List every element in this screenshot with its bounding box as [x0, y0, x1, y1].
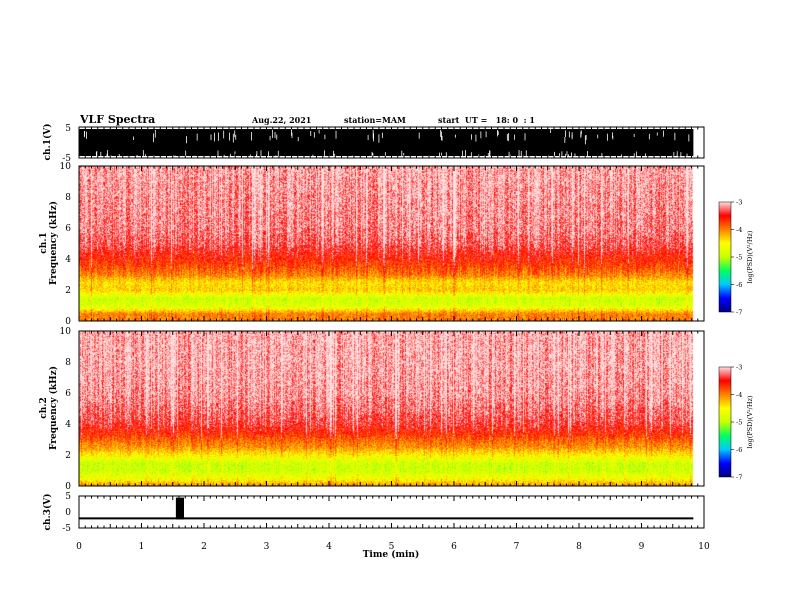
ch2-spectrogram-ticks	[78, 331, 705, 486]
colorbar-tick-label: -6	[736, 446, 742, 454]
x-tick-label: 7	[514, 542, 520, 552]
colorbar-ch1-ticks: -3 -4 -5 -6 -7	[731, 199, 742, 317]
ch1-freq-tick-label: 4	[65, 255, 71, 265]
ch3-signal-panel: 5 0 -5 ch.3(V)	[42, 492, 705, 534]
colorbar-tick-label: -6	[736, 281, 742, 289]
ch2-freq-tick-label: 8	[65, 358, 71, 368]
x-axis-tick-labels: 0 1 2 3 4 5 6 7 8 9 10	[76, 542, 710, 552]
figure-date: Aug.22, 2021	[251, 115, 311, 125]
colorbar-ch2-gradient	[718, 366, 732, 478]
figure-start-time: start UT = 18: 0 : 1	[438, 115, 535, 125]
x-tick-label: 8	[576, 542, 582, 552]
colorbar-tick-label: -5	[736, 419, 742, 427]
ch3-ylabel: ch.3(V)	[42, 494, 53, 531]
ch2-spectrogram-freq-label: Frequency (kHz)	[48, 366, 59, 450]
colorbar-ch2: -3 -4 -5 -6 -7 log(PSD)(V²/Hz)	[718, 364, 754, 482]
figure-title: VLF Spectra	[79, 113, 155, 126]
ch1-freq-tick-label: 0	[65, 317, 71, 327]
ch1-freq-tick-label: 6	[65, 224, 71, 234]
ch1-freq-tick-label: 8	[65, 193, 71, 203]
ch3-axis-ticks	[78, 496, 705, 528]
ch2-freq-tick-label: 0	[65, 482, 71, 492]
colorbar-ch1-gradient	[718, 201, 732, 313]
x-tick-label: 6	[451, 542, 457, 552]
ch1-axis-ticks	[78, 127, 705, 158]
ch1-ylabel: ch.1(V)	[42, 124, 53, 161]
ch3-ytick-label: 0	[65, 508, 71, 518]
ch1-waveform-panel: 5 -5 ch.1(V)	[42, 124, 705, 164]
x-axis-label: Time (min)	[363, 549, 420, 560]
ch1-spectrogram-channel-label: ch.1	[39, 232, 49, 253]
colorbar-ch2-label: log(PSD)(V²/Hz)	[746, 395, 754, 448]
colorbar-tick-label: -5	[736, 254, 742, 262]
colorbar-tick-label: -4	[736, 226, 742, 234]
ch1-spectrogram-image	[79, 166, 704, 321]
x-tick-label: 10	[698, 542, 710, 552]
ch3-pulse	[175, 497, 184, 520]
ch1-waveform-trace	[79, 129, 694, 156]
colorbar-tick-label: -4	[736, 391, 742, 399]
colorbar-tick-label: -3	[736, 364, 742, 372]
ch1-waveform-fill	[79, 129, 694, 156]
ch1-spectrogram-panel: 0 2 4 6 8 10 ch.1 Frequency (kHz)	[39, 162, 705, 327]
ch1-freq-tick-label: 2	[65, 286, 71, 296]
ch1-spectrogram-ticks	[78, 166, 705, 321]
x-tick-label: 3	[264, 542, 270, 552]
ch2-spectrogram-panel: 0 2 4 6 8 10 ch.2 Frequency (kHz)	[39, 327, 705, 492]
x-tick-label: 5	[389, 542, 395, 552]
ch2-freq-tick-label: 2	[65, 451, 71, 461]
ch3-ytick-label: 5	[65, 492, 71, 502]
ch1-ytick-label: -5	[62, 154, 71, 164]
colorbar-tick-label: -7	[736, 309, 742, 317]
x-tick-label: 9	[639, 542, 645, 552]
ch3-ytick-label: -5	[62, 524, 71, 534]
x-tick-label: 4	[326, 542, 332, 552]
ch2-freq-tick-label: 4	[65, 420, 71, 430]
colorbar-tick-label: -7	[736, 474, 742, 482]
ch1-spectrogram-freq-label: Frequency (kHz)	[48, 201, 59, 285]
x-tick-label: 0	[76, 542, 82, 552]
colorbar-ch2-ticks: -3 -4 -5 -6 -7	[731, 364, 742, 482]
colorbar-ch1: -3 -4 -5 -6 -7 log(PSD)(V²/Hz)	[718, 199, 754, 317]
x-tick-label: 1	[139, 542, 145, 552]
colorbar-ch1-label: log(PSD)(V²/Hz)	[746, 230, 754, 283]
x-tick-label: 2	[201, 542, 207, 552]
ch2-freq-tick-label: 10	[60, 327, 72, 337]
ch2-spectrogram-channel-label: ch.2	[39, 397, 49, 418]
figure-station: station=MAM	[344, 115, 406, 125]
ch1-freq-tick-label: 10	[60, 162, 72, 172]
ch1-ytick-label: 5	[65, 124, 71, 134]
ch2-spectrogram-image	[79, 331, 704, 486]
colorbar-tick-label: -3	[736, 199, 742, 207]
ch2-freq-tick-label: 6	[65, 389, 71, 399]
